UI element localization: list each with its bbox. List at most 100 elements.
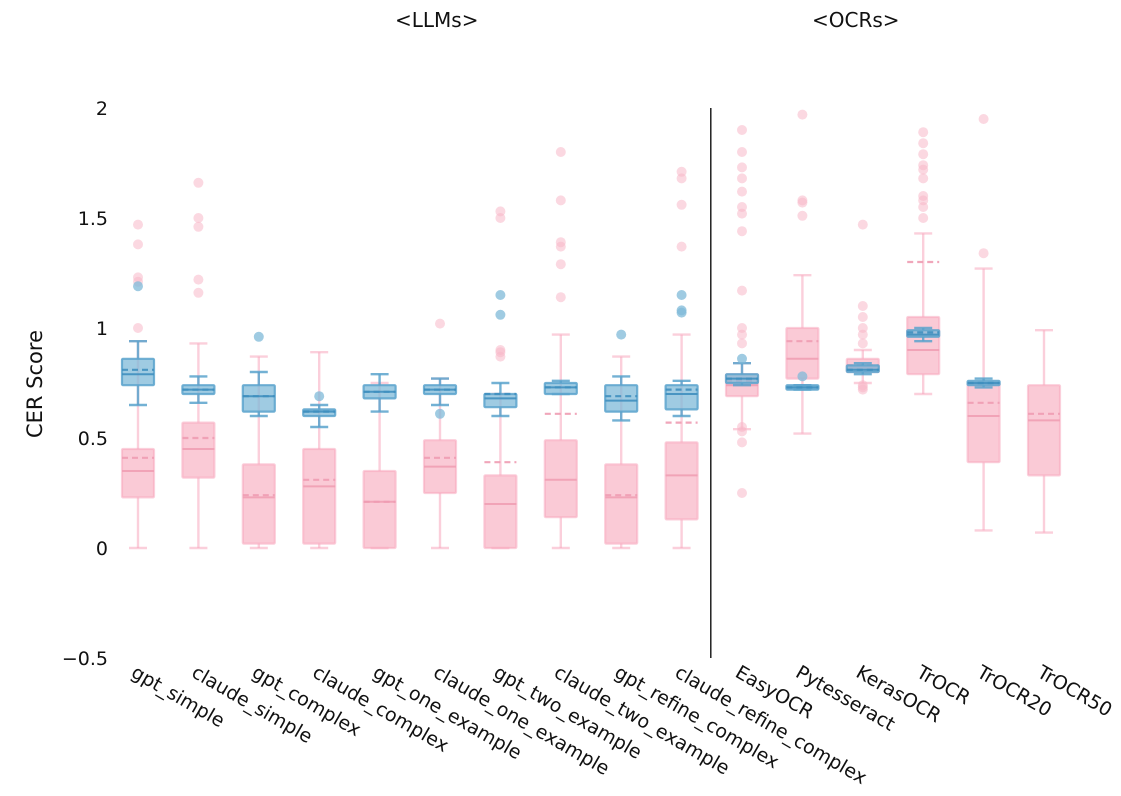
- pink-box-claude_one_example: [422, 318, 458, 550]
- flier-point: [555, 259, 566, 270]
- flier-point: [737, 353, 747, 364]
- blue-box-claude_one_example: [422, 377, 458, 419]
- y-tick-label: 1: [96, 318, 108, 340]
- flier-point: [435, 318, 445, 329]
- flier-point: [133, 281, 143, 292]
- flier-point: [737, 173, 747, 184]
- pink-box-TrOCR20: [966, 114, 1001, 532]
- flier-point: [918, 191, 929, 201]
- box: [604, 463, 639, 545]
- flier-point: [978, 114, 989, 124]
- pink-box-TrOCR50: [1026, 329, 1062, 534]
- box: [120, 447, 156, 499]
- flier-point: [797, 195, 808, 206]
- llms-group-annotation: <LLMs>: [395, 8, 479, 32]
- blue-box-gpt_two_example: [483, 290, 518, 418]
- pink-box-gpt_refine_complex: [604, 355, 639, 550]
- flier-point: [133, 219, 143, 230]
- flier-point: [555, 195, 566, 206]
- flier-point: [193, 274, 204, 285]
- flier-point: [495, 309, 506, 320]
- flier-point: [314, 391, 325, 402]
- flier-point: [555, 292, 566, 303]
- blue-box-TrOCR: [906, 326, 941, 343]
- blue-box-gpt_one_example: [362, 373, 397, 413]
- flier-point: [676, 241, 687, 252]
- box: [120, 357, 156, 387]
- flier-point: [133, 272, 143, 283]
- flier-point: [737, 338, 747, 349]
- box: [241, 463, 276, 545]
- blue-box-gpt_complex: [241, 331, 276, 418]
- flier-point: [193, 221, 204, 232]
- flier-point: [857, 323, 868, 333]
- y-tick-label: 2: [96, 98, 108, 120]
- blue-box-EasyOCR: [724, 353, 760, 387]
- pink-box-TrOCR: [906, 127, 941, 396]
- flier-point: [918, 173, 929, 184]
- blue-box-TrOCR20: [966, 377, 1001, 389]
- box: [483, 474, 518, 550]
- flier-point: [495, 290, 506, 300]
- box: [543, 439, 578, 519]
- flier-point: [737, 437, 747, 448]
- flier-point: [797, 210, 808, 221]
- flier-point: [495, 345, 506, 355]
- pink-box-gpt_two_example: [483, 206, 518, 550]
- flier-point: [857, 312, 868, 322]
- flier-point: [918, 138, 929, 149]
- flier-point: [676, 199, 687, 210]
- box: [362, 469, 397, 550]
- flier-point: [495, 206, 506, 217]
- box: [483, 392, 518, 409]
- flier-point: [918, 127, 929, 138]
- flier-point: [737, 285, 747, 296]
- pink-box-EasyOCR: [724, 125, 760, 498]
- box: [1026, 384, 1062, 477]
- flier-point: [193, 287, 204, 298]
- flier-point: [676, 166, 687, 177]
- flier-point: [676, 305, 687, 316]
- flier-point: [797, 109, 808, 120]
- flier-point: [253, 331, 264, 342]
- pink-box-Pytesseract: [785, 109, 820, 435]
- flier-point: [737, 488, 747, 498]
- flier-point: [435, 408, 445, 419]
- blue-box-claude_refine_complex: [664, 290, 699, 418]
- box: [785, 326, 820, 380]
- y-tick-label: −0.5: [62, 648, 108, 670]
- blue-box-claude_complex: [302, 391, 337, 429]
- box: [181, 421, 216, 479]
- box: [906, 315, 941, 376]
- blue-box-gpt_simple: [120, 281, 156, 407]
- flier-point: [978, 248, 989, 259]
- ocrs-group-annotation: <OCRs>: [812, 8, 900, 32]
- y-tick-label: 0: [96, 538, 108, 560]
- flier-point: [857, 338, 868, 349]
- flier-point: [737, 226, 747, 237]
- flier-point: [737, 162, 747, 173]
- flier-point: [193, 177, 204, 188]
- flier-point: [737, 202, 747, 212]
- y-axis: −0.5 0 0.5 1 1.5 2: [62, 98, 108, 670]
- box-plots: [120, 109, 1062, 550]
- flier-point: [737, 147, 747, 157]
- flier-point: [737, 422, 747, 432]
- blue-box-claude_simple: [181, 375, 216, 404]
- flier-point: [737, 323, 747, 333]
- flier-point: [133, 239, 143, 250]
- blue-box-claude_two_example: [543, 379, 578, 396]
- pink-box-claude_simple: [181, 177, 216, 550]
- y-tick-label: 1.5: [78, 208, 108, 230]
- flier-point: [857, 301, 868, 311]
- box: [604, 384, 639, 413]
- pink-box-claude_refine_complex: [664, 166, 699, 550]
- box: [241, 384, 276, 413]
- box: [664, 441, 699, 521]
- flier-point: [133, 323, 143, 333]
- y-tick-label: 0.5: [78, 428, 108, 450]
- blue-box-gpt_refine_complex: [604, 329, 639, 422]
- flier-point: [555, 237, 566, 248]
- box: [966, 381, 1001, 464]
